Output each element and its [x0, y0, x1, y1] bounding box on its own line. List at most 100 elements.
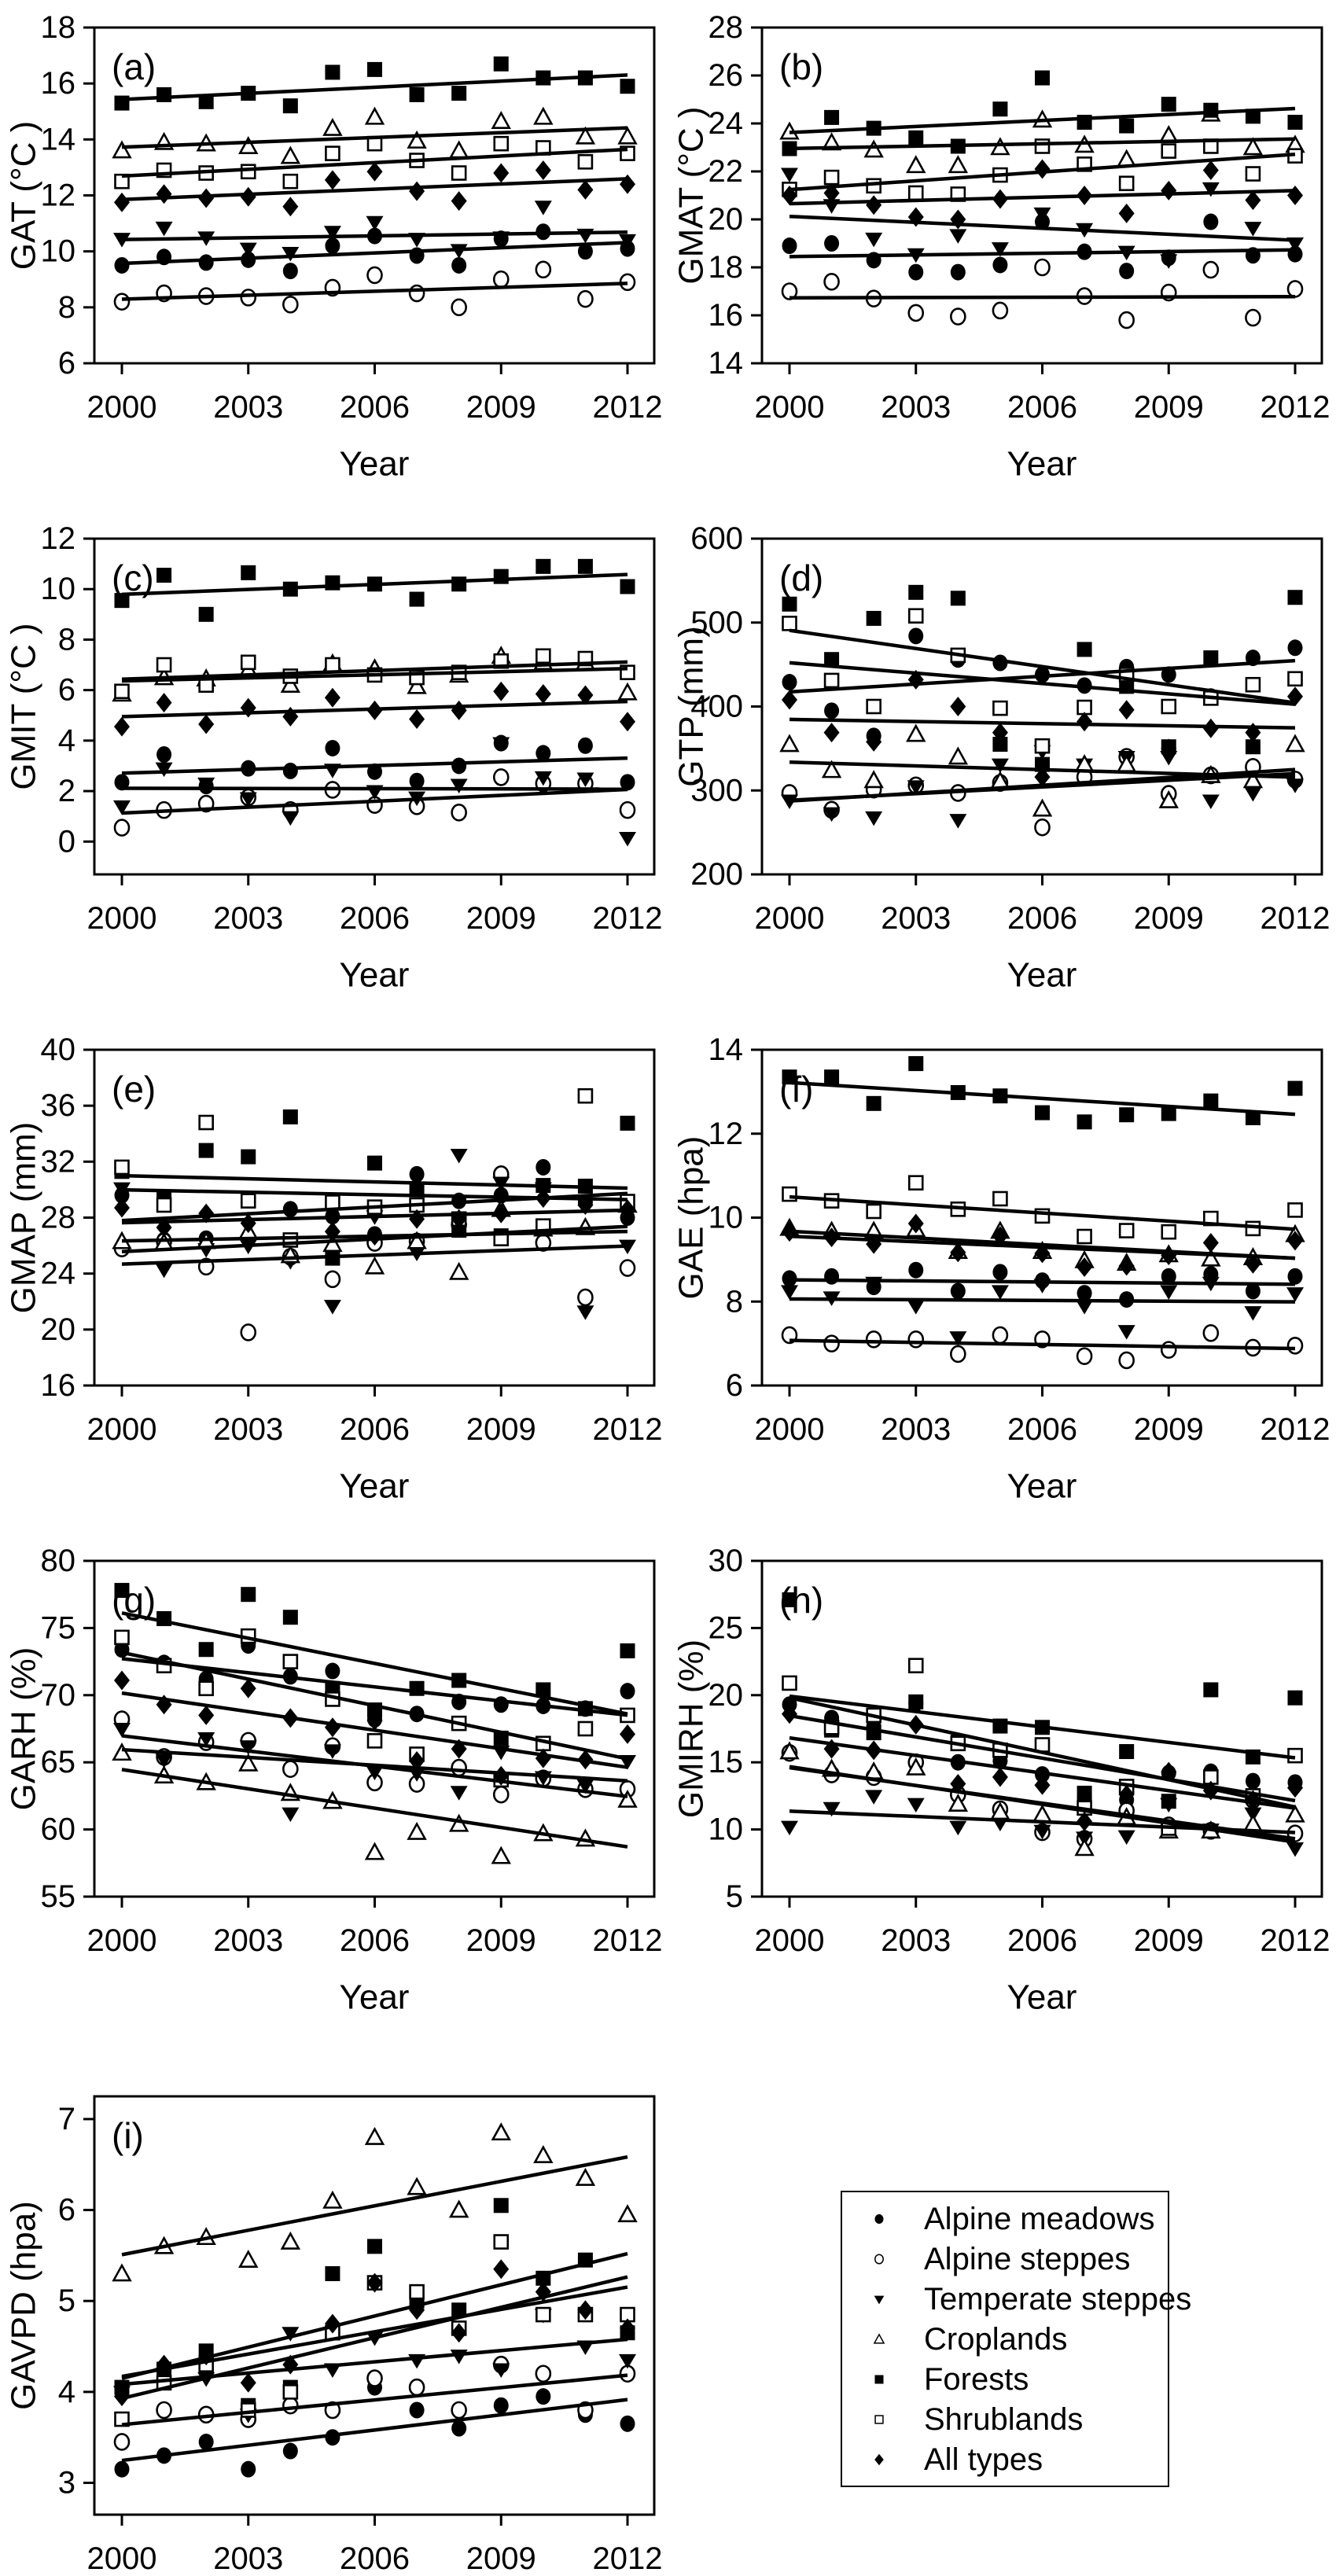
svg-text:32: 32: [41, 1144, 76, 1179]
svg-text:18: 18: [708, 250, 744, 285]
legend-label: Shrublands: [924, 2401, 1084, 2437]
svg-text:Year: Year: [340, 445, 410, 484]
panel-a-chart: 6 8 10 12 14 16 18 2000 2003 2006 2009 2012 Year GAT …: [5, 10, 663, 484]
panel-d-chart: 200 300 400 500 600 2000 2003 2006 2009 2012 Year G…: [672, 521, 1330, 995]
svg-text:28: 28: [708, 10, 744, 45]
svg-text:24: 24: [41, 1257, 76, 1291]
svg-text:2012: 2012: [593, 901, 663, 936]
legend-item-all-types: All types: [842, 2439, 1168, 2479]
svg-text:2003: 2003: [881, 901, 951, 936]
svg-text:5: 5: [58, 2283, 75, 2318]
svg-text:200: 200: [690, 857, 743, 892]
svg-text:300: 300: [690, 773, 743, 808]
svg-text:GAE (hpa): GAE (hpa): [672, 1136, 711, 1300]
svg-text:25: 25: [708, 1610, 744, 1645]
svg-text:2012: 2012: [1261, 1412, 1330, 1447]
svg-text:16: 16: [708, 298, 744, 333]
svg-text:14: 14: [708, 1032, 744, 1067]
panel-b-chart: 14 16 18 20 22 24 26 28 2000 2003 2006 2009 2012 Year…: [672, 10, 1330, 484]
legend-item-temperate-steppes: Temperate steppes: [842, 2279, 1191, 2319]
legend-label: Temperate steppes: [924, 2281, 1192, 2317]
svg-text:2003: 2003: [881, 1412, 951, 1447]
svg-text:2006: 2006: [340, 1412, 410, 1447]
svg-text:75: 75: [41, 1610, 76, 1645]
panel-g-chart: 55 60 65 70 75 80 2000 2003 2006 2009 2012 Year GARH…: [5, 1544, 663, 2017]
svg-text:16: 16: [41, 66, 76, 101]
open-triangle-up-icon: [873, 2332, 885, 2344]
svg-text:18: 18: [41, 10, 76, 45]
svg-text:2003: 2003: [213, 1412, 283, 1447]
panel-i: 3 4 5 6 7 2000 2003 2006 2009 2012 GAVPD (hpa) (i): [0, 2044, 668, 2576]
svg-text:10: 10: [41, 234, 76, 269]
svg-text:6: 6: [726, 1368, 743, 1403]
svg-text:10: 10: [708, 1201, 744, 1235]
svg-text:24: 24: [708, 106, 744, 141]
svg-text:(d): (d): [779, 558, 823, 598]
svg-text:2012: 2012: [593, 1923, 663, 1958]
svg-text:2009: 2009: [466, 901, 536, 936]
svg-text:2006: 2006: [340, 1923, 410, 1958]
svg-text:30: 30: [708, 1544, 744, 1578]
svg-text:5: 5: [726, 1879, 743, 1914]
svg-text:(c): (c): [112, 558, 154, 598]
svg-text:12: 12: [708, 1117, 744, 1151]
legend-item-shrublands: Shrublands: [842, 2399, 1168, 2439]
svg-text:3: 3: [58, 2466, 75, 2501]
panel-h-chart: 5 10 15 20 25 30 2000 2003 2006 2009 2012 Year GMIRH…: [672, 1544, 1330, 2017]
svg-text:2012: 2012: [1261, 901, 1330, 936]
svg-text:(a): (a): [112, 46, 156, 87]
svg-text:2009: 2009: [1134, 1412, 1204, 1447]
svg-text:8: 8: [726, 1284, 743, 1319]
svg-text:GTP (mm): GTP (mm): [672, 626, 711, 787]
legend-label: Alpine meadows: [924, 2201, 1155, 2236]
filled-square-icon: [874, 2374, 884, 2384]
legend-item-croplands: Croplands: [842, 2319, 1168, 2359]
svg-text:GMIT (°C ): GMIT (°C ): [5, 623, 43, 789]
svg-text:2000: 2000: [87, 390, 157, 425]
open-circle-icon: [874, 2253, 884, 2265]
svg-text:2000: 2000: [755, 1923, 825, 1958]
panel-e-chart: 16 20 24 28 32 36 40 2000 2003 2006 2009 2012 Year GM…: [5, 1032, 663, 1506]
panel-d: 200 300 400 500 600 2000 2003 2006 2009 2012 Year G…: [668, 511, 1336, 1022]
svg-text:0: 0: [58, 824, 75, 859]
svg-text:6: 6: [58, 2193, 75, 2228]
svg-text:400: 400: [690, 690, 743, 724]
svg-text:2006: 2006: [1007, 1412, 1077, 1447]
filled-diamond-icon: [874, 2453, 884, 2465]
legend-label: Croplands: [924, 2321, 1068, 2357]
svg-text:Year: Year: [1007, 956, 1077, 995]
svg-text:70: 70: [41, 1678, 76, 1713]
svg-text:2: 2: [58, 774, 75, 808]
panel-b: 14 16 18 20 22 24 26 28 2000 2003 2006 2009 2012 Year…: [668, 0, 1336, 511]
svg-text:2012: 2012: [593, 1412, 663, 1447]
svg-text:8: 8: [58, 290, 75, 325]
svg-text:Year: Year: [340, 1467, 410, 1506]
svg-text:2009: 2009: [466, 1923, 536, 1958]
panel-e: 16 20 24 28 32 36 40 2000 2003 2006 2009 2012 Year GM…: [0, 1022, 668, 1533]
svg-text:2009: 2009: [466, 390, 536, 425]
svg-text:2009: 2009: [1134, 1923, 1204, 1958]
svg-text:2009: 2009: [466, 1412, 536, 1447]
svg-text:8: 8: [58, 622, 75, 657]
svg-text:15: 15: [708, 1745, 744, 1779]
svg-text:2012: 2012: [593, 2541, 663, 2576]
svg-text:Year: Year: [1007, 1467, 1077, 1506]
svg-text:2000: 2000: [87, 901, 157, 936]
svg-text:36: 36: [41, 1088, 76, 1123]
svg-text:80: 80: [41, 1544, 76, 1578]
legend-label: Forests: [924, 2361, 1029, 2397]
legend: Alpine meadows Alpine steppes Temperate …: [841, 2191, 1191, 2487]
panel-c-chart: 0 2 4 6 8 10 12 2000 2003 2006 2009 2012 Year GMIT (°…: [5, 521, 663, 995]
svg-text:2000: 2000: [87, 1412, 157, 1447]
svg-text:2012: 2012: [1261, 1923, 1330, 1958]
svg-text:16: 16: [41, 1368, 76, 1403]
svg-text:7: 7: [58, 2102, 75, 2136]
svg-text:600: 600: [690, 521, 743, 556]
svg-text:10: 10: [708, 1812, 744, 1847]
svg-text:2012: 2012: [593, 390, 663, 425]
svg-text:6: 6: [58, 346, 75, 381]
panel-c: 0 2 4 6 8 10 12 2000 2003 2006 2009 2012 Year GMIT (°…: [0, 511, 668, 1022]
panel-i-chart: 3 4 5 6 7 2000 2003 2006 2009 2012 GAVPD (hpa) (i): [5, 2095, 663, 2576]
svg-text:2012: 2012: [1261, 390, 1330, 425]
svg-text:60: 60: [41, 1812, 76, 1847]
